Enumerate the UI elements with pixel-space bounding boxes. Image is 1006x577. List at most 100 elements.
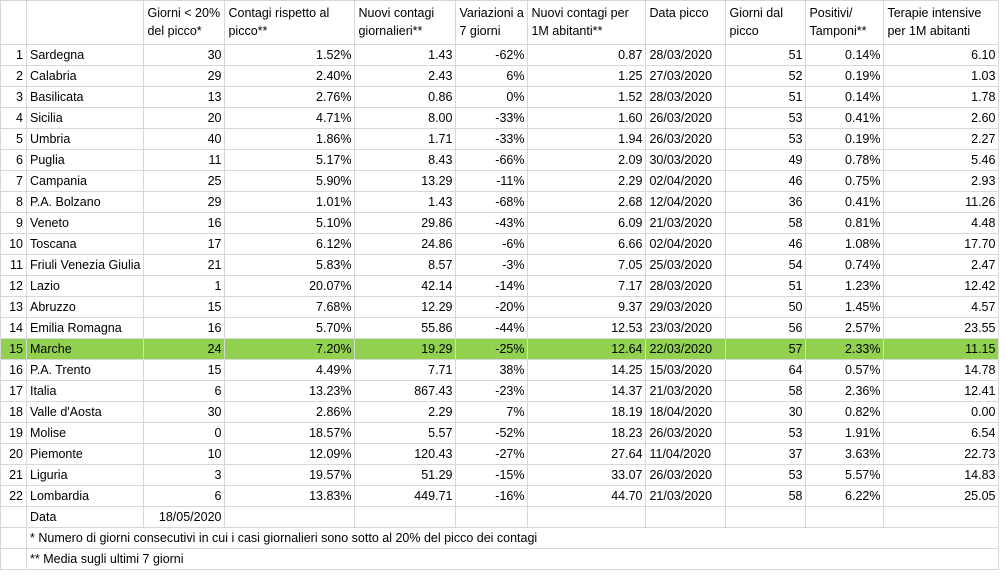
- value-cell[interactable]: 29.86: [354, 212, 457, 234]
- value-cell[interactable]: 0.14%: [805, 86, 885, 108]
- value-cell[interactable]: 13.23%: [224, 380, 356, 402]
- value-cell[interactable]: 21/03/2020: [645, 380, 727, 402]
- value-cell[interactable]: 44.70: [527, 485, 647, 507]
- header-cell[interactable]: Variazioni a 7 giorni: [455, 0, 529, 45]
- region-cell[interactable]: Friuli Venezia Giulia: [25, 254, 145, 276]
- value-cell[interactable]: 30: [143, 401, 226, 423]
- value-cell[interactable]: 56: [725, 317, 807, 339]
- value-cell[interactable]: 20.07%: [224, 275, 356, 297]
- value-cell[interactable]: 26/03/2020: [645, 422, 727, 444]
- region-cell[interactable]: Calabria: [25, 65, 145, 87]
- value-cell[interactable]: 1.43: [354, 191, 457, 213]
- value-cell[interactable]: 51: [725, 44, 807, 66]
- value-cell[interactable]: 29: [143, 191, 226, 213]
- region-cell[interactable]: Abruzzo: [25, 296, 145, 318]
- region-cell[interactable]: Veneto: [25, 212, 145, 234]
- value-cell[interactable]: 19.29: [354, 338, 457, 360]
- value-cell[interactable]: 23.55: [883, 317, 1000, 339]
- value-cell[interactable]: -62%: [455, 44, 529, 66]
- value-cell[interactable]: 2.86%: [224, 401, 356, 423]
- value-cell[interactable]: 18.23: [527, 422, 647, 444]
- row-index-cell[interactable]: 3: [0, 86, 27, 108]
- region-cell[interactable]: Campania: [25, 170, 145, 192]
- value-cell[interactable]: 15: [143, 296, 226, 318]
- value-cell[interactable]: 2.27: [883, 128, 1000, 150]
- value-cell[interactable]: 28/03/2020: [645, 275, 727, 297]
- value-cell[interactable]: 58: [725, 212, 807, 234]
- value-cell[interactable]: 1.01%: [224, 191, 356, 213]
- value-cell[interactable]: 49: [725, 149, 807, 171]
- value-cell[interactable]: 16: [143, 317, 226, 339]
- value-cell[interactable]: 6.09: [527, 212, 647, 234]
- value-cell[interactable]: 14.25: [527, 359, 647, 381]
- value-cell[interactable]: 12.42: [883, 275, 1000, 297]
- value-cell[interactable]: 3: [143, 464, 226, 486]
- value-cell[interactable]: 5.46: [883, 149, 1000, 171]
- value-cell[interactable]: 5.83%: [224, 254, 356, 276]
- empty-cell[interactable]: [455, 506, 529, 528]
- value-cell[interactable]: 12.64: [527, 338, 647, 360]
- empty-cell[interactable]: [805, 506, 885, 528]
- empty-cell[interactable]: [354, 506, 457, 528]
- value-cell[interactable]: 1.60: [527, 107, 647, 129]
- region-cell[interactable]: Umbria: [25, 128, 145, 150]
- region-cell[interactable]: Toscana: [25, 233, 145, 255]
- date-value-cell[interactable]: 18/05/2020: [143, 506, 226, 528]
- region-cell[interactable]: Piemonte: [25, 443, 145, 465]
- empty-cell[interactable]: [0, 506, 27, 528]
- value-cell[interactable]: -11%: [455, 170, 529, 192]
- value-cell[interactable]: 0.41%: [805, 191, 885, 213]
- value-cell[interactable]: -68%: [455, 191, 529, 213]
- value-cell[interactable]: -52%: [455, 422, 529, 444]
- row-index-cell[interactable]: 9: [0, 212, 27, 234]
- row-index-cell[interactable]: 1: [0, 44, 27, 66]
- value-cell[interactable]: 58: [725, 485, 807, 507]
- value-cell[interactable]: 13.83%: [224, 485, 356, 507]
- value-cell[interactable]: 37: [725, 443, 807, 465]
- value-cell[interactable]: 17: [143, 233, 226, 255]
- empty-cell[interactable]: [883, 506, 1000, 528]
- value-cell[interactable]: 22/03/2020: [645, 338, 727, 360]
- footnote-cell[interactable]: * Numero di giorni consecutivi in cui i …: [25, 527, 1000, 549]
- value-cell[interactable]: 0.41%: [805, 107, 885, 129]
- value-cell[interactable]: 5.57%: [805, 464, 885, 486]
- empty-cell[interactable]: [527, 506, 647, 528]
- value-cell[interactable]: 7.20%: [224, 338, 356, 360]
- value-cell[interactable]: 18.19: [527, 401, 647, 423]
- value-cell[interactable]: 2.29: [354, 401, 457, 423]
- value-cell[interactable]: 7%: [455, 401, 529, 423]
- value-cell[interactable]: 28/03/2020: [645, 44, 727, 66]
- value-cell[interactable]: -33%: [455, 107, 529, 129]
- value-cell[interactable]: 20: [143, 107, 226, 129]
- value-cell[interactable]: 1.45%: [805, 296, 885, 318]
- empty-cell[interactable]: [725, 506, 807, 528]
- value-cell[interactable]: 2.29: [527, 170, 647, 192]
- value-cell[interactable]: 1.08%: [805, 233, 885, 255]
- value-cell[interactable]: 0: [143, 422, 226, 444]
- value-cell[interactable]: 14.37: [527, 380, 647, 402]
- value-cell[interactable]: 2.33%: [805, 338, 885, 360]
- value-cell[interactable]: 0%: [455, 86, 529, 108]
- value-cell[interactable]: 7.68%: [224, 296, 356, 318]
- value-cell[interactable]: 8.43: [354, 149, 457, 171]
- value-cell[interactable]: -27%: [455, 443, 529, 465]
- value-cell[interactable]: 1: [143, 275, 226, 297]
- value-cell[interactable]: 0.00: [883, 401, 1000, 423]
- value-cell[interactable]: 6.10: [883, 44, 1000, 66]
- value-cell[interactable]: 12.53: [527, 317, 647, 339]
- value-cell[interactable]: 6: [143, 380, 226, 402]
- value-cell[interactable]: 11: [143, 149, 226, 171]
- row-index-cell[interactable]: 19: [0, 422, 27, 444]
- header-cell[interactable]: Contagi rispetto al picco**: [224, 0, 356, 45]
- value-cell[interactable]: 7.71: [354, 359, 457, 381]
- value-cell[interactable]: -44%: [455, 317, 529, 339]
- row-index-cell[interactable]: 11: [0, 254, 27, 276]
- value-cell[interactable]: 21/03/2020: [645, 485, 727, 507]
- value-cell[interactable]: 1.94: [527, 128, 647, 150]
- empty-cell[interactable]: [0, 527, 27, 549]
- value-cell[interactable]: 6%: [455, 65, 529, 87]
- value-cell[interactable]: 0.75%: [805, 170, 885, 192]
- row-index-cell[interactable]: 5: [0, 128, 27, 150]
- value-cell[interactable]: 16: [143, 212, 226, 234]
- value-cell[interactable]: 2.09: [527, 149, 647, 171]
